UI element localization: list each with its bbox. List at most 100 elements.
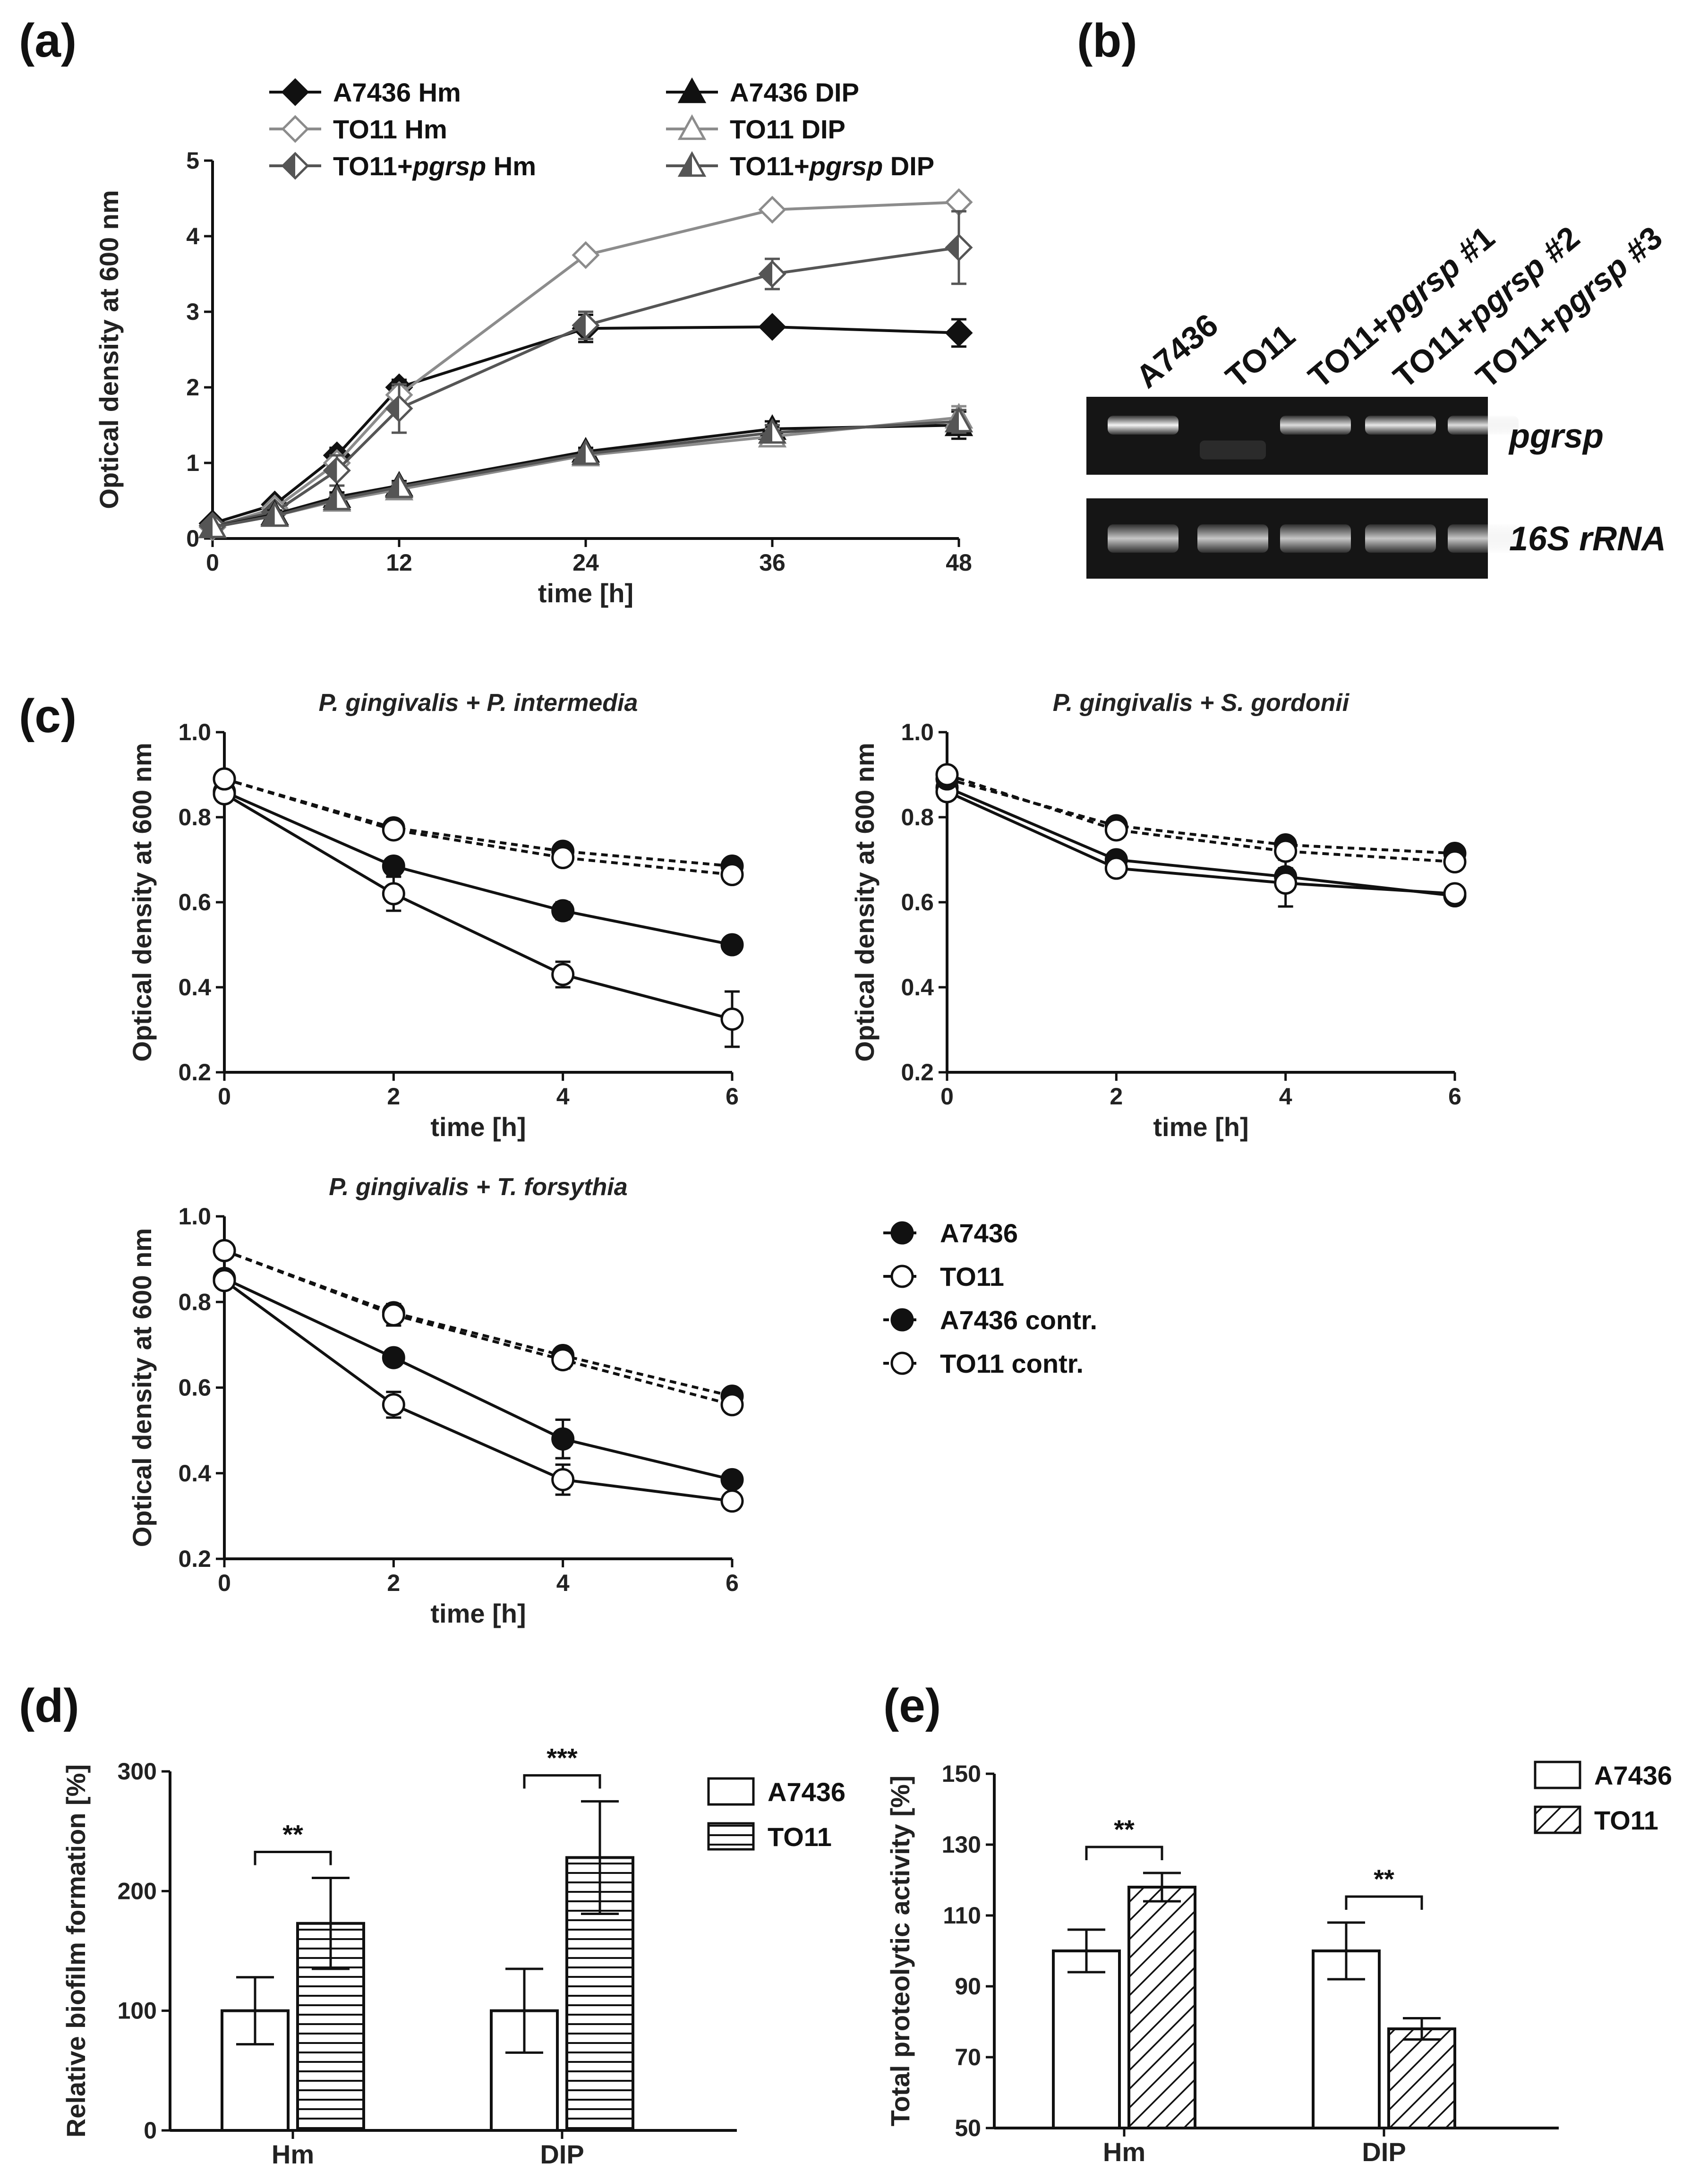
x-tick-label: 4	[556, 1083, 570, 1110]
legend-c: A7436 TO11 A7436 contr. TO11 contr.	[883, 1218, 1097, 1378]
series-line-3	[224, 778, 733, 876]
data-point-half	[573, 313, 586, 338]
x-tick-label: 24	[572, 549, 599, 576]
data-point	[551, 1468, 575, 1491]
series-line-2	[212, 246, 959, 527]
data-point	[758, 196, 786, 224]
series-line-0	[223, 1277, 733, 1481]
data-point	[1274, 872, 1298, 895]
y-tick-label: 1.0	[178, 719, 211, 745]
data-point	[720, 1468, 744, 1491]
y-tick-label: 3	[186, 299, 199, 325]
y-tick-label: 300	[118, 1758, 157, 1785]
gel-band	[1280, 416, 1351, 435]
legend-marker	[677, 77, 707, 103]
data-point	[551, 899, 575, 923]
data-point-half	[947, 409, 959, 431]
gel-lane-label-0: A7436	[1129, 307, 1225, 395]
x-tick-label: 4	[1279, 1083, 1292, 1110]
data-point	[720, 1489, 744, 1513]
y-tick-label: 70	[955, 2044, 981, 2070]
y-tick-label: 0.2	[178, 1546, 211, 1572]
gel-band	[1280, 524, 1351, 553]
x-tick-label: 0	[940, 1083, 954, 1110]
y-tick-label: 200	[118, 1878, 157, 1904]
y-tick-label: 0.8	[178, 1289, 211, 1315]
x-tick-label: 6	[1448, 1083, 1461, 1110]
legend-label: TO11	[768, 1822, 832, 1852]
series-line-3	[947, 773, 1455, 863]
panel-label-d: (d)	[19, 1679, 79, 1732]
legend-marker-half	[680, 154, 692, 176]
x-tick-label: 2	[387, 1570, 400, 1596]
data-point-half	[200, 515, 213, 537]
legend-swatch	[1534, 1805, 1581, 1834]
gel-band	[1365, 524, 1436, 553]
bar-TO11-Hm	[1127, 1886, 1196, 2129]
data-point	[551, 846, 575, 869]
chart-title: P. gingivalis + P. intermedia	[319, 689, 638, 717]
series-line-0	[223, 790, 733, 946]
legend-label-c: TO11	[940, 1262, 1004, 1291]
y-tick-label: 90	[955, 1973, 981, 2000]
chart-title: P. gingivalis + T. forsythia	[329, 1173, 627, 1201]
legend-label-1: TO11 Hm	[333, 114, 447, 144]
data-point-half	[947, 235, 959, 260]
y-tick-label: 1.0	[178, 1203, 211, 1230]
legend-marker	[677, 114, 707, 140]
x-axis-label: time [h]	[1153, 1112, 1248, 1142]
data-point-half	[573, 441, 586, 464]
legend-label: A7436	[768, 1777, 845, 1807]
panel-label-e: (e)	[883, 1679, 941, 1732]
chart-c-forsythia: 0.2 0.4 0.6 0.8 1.0 0 2 4 6 time [h] Optical densi…	[127, 1173, 744, 1628]
bar-A7436-Hm	[1052, 1949, 1121, 2129]
gel-band-faint	[1200, 440, 1266, 460]
panel-label-b: (b)	[1077, 14, 1137, 67]
data-point	[572, 241, 600, 269]
data-point	[720, 1008, 744, 1031]
legend-marker	[890, 1351, 914, 1375]
panel-label-a: (a)	[19, 14, 77, 67]
data-point	[551, 963, 575, 986]
data-point-half	[387, 475, 399, 497]
y-tick-label: 0	[144, 2117, 157, 2144]
significance-label: **	[1114, 1814, 1135, 1844]
x-axis-label: time [h]	[538, 578, 633, 608]
x-category-label: DIP	[1362, 2137, 1406, 2167]
series-line-1	[223, 1279, 733, 1503]
data-point	[382, 1346, 405, 1369]
legend-marker-half	[283, 154, 295, 178]
y-axis-label: Total proteolytic activity [%]	[885, 1776, 915, 2127]
significance-label: ***	[547, 1743, 578, 1772]
chart-title: P. gingivalis + S. gordonii	[1053, 689, 1350, 717]
y-tick-label: 110	[943, 1902, 981, 1929]
y-tick-label: 0.6	[178, 1375, 211, 1401]
gel-strip-0	[1086, 397, 1488, 475]
data-point	[1104, 856, 1128, 880]
series-line-2	[224, 778, 733, 868]
series-line-2	[223, 1249, 733, 1398]
x-tick-label: 4	[556, 1570, 570, 1596]
significance-bracket	[1085, 1846, 1163, 1860]
y-tick-label: 0.4	[178, 974, 211, 1000]
series-line-1	[223, 792, 733, 1021]
y-axis-label: Optical density at 600 nm	[850, 743, 880, 1061]
data-point	[213, 1269, 236, 1292]
gel-gene-label-0: pgrsp	[1508, 418, 1604, 455]
y-tick-label: 2	[186, 374, 199, 401]
data-point	[1443, 882, 1467, 906]
legend-marker	[281, 115, 309, 143]
y-tick-label: 0.2	[178, 1059, 211, 1086]
y-tick-label: 130	[942, 1831, 981, 1858]
x-category-label: Hm	[1103, 2137, 1145, 2167]
legend-label-3: A7436 DIP	[730, 77, 859, 107]
legend-label: TO11	[1594, 1805, 1658, 1835]
x-tick-label: 0	[206, 549, 219, 576]
legend-label-4: TO11 DIP	[730, 114, 845, 144]
x-tick-label: 12	[386, 549, 412, 576]
legend-label-c: TO11 contr.	[940, 1349, 1084, 1378]
data-point-half	[387, 396, 399, 421]
y-tick-label: 4	[186, 223, 199, 249]
chart-c-intermedia: 0.2 0.4 0.6 0.8 1.0 0 2 4 6 time [h] Optical densi…	[127, 689, 744, 1142]
